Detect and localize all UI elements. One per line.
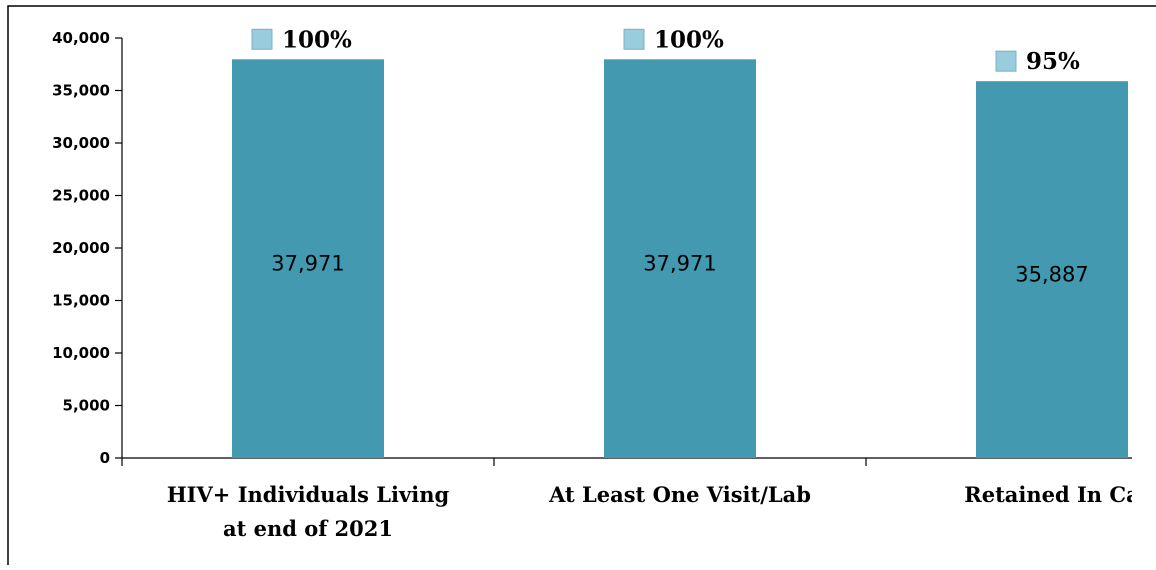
percent-label: 100%	[282, 26, 352, 53]
bars	[232, 59, 1128, 459]
bar	[604, 59, 756, 458]
y-tick-label: 20,000	[52, 239, 110, 257]
bar-value-label: 35,887	[1015, 263, 1088, 287]
category-label: Retained In Ca	[964, 482, 1140, 507]
y-axis-ticks: 0 5,000 10,000 15,000 20,000 25,000 30,000 35,0…	[52, 29, 122, 467]
bar-value-label: 37,971	[643, 252, 716, 276]
y-tick-label: 5,000	[63, 397, 110, 415]
y-tick-label: 10,000	[52, 344, 110, 362]
percent-marker	[623, 28, 645, 50]
data-labels: 37,971 100% 37,971 100% 35,887 95%	[251, 26, 1089, 287]
y-tick-label: 0	[100, 449, 110, 467]
category-label: At Least One Visit/Lab	[548, 482, 811, 507]
category-label: HIV+ Individuals Living	[167, 482, 450, 507]
y-tick-label: 40,000	[52, 29, 110, 47]
chart-frame	[7, 5, 1156, 565]
category-labels: HIV+ Individuals Living at end of 2021 At …	[167, 482, 1140, 541]
percent-marker	[251, 28, 273, 50]
y-tick-label: 35,000	[52, 82, 110, 100]
bar	[976, 81, 1128, 459]
percent-label: 100%	[654, 26, 724, 53]
y-tick-label: 30,000	[52, 134, 110, 152]
percent-label: 95%	[1026, 48, 1080, 75]
percent-marker	[995, 50, 1017, 72]
category-label: at end of 2021	[223, 516, 393, 541]
bar	[232, 59, 384, 458]
y-tick-label: 15,000	[52, 292, 110, 310]
y-tick-label: 25,000	[52, 187, 110, 205]
bar-value-label: 37,971	[271, 252, 344, 276]
